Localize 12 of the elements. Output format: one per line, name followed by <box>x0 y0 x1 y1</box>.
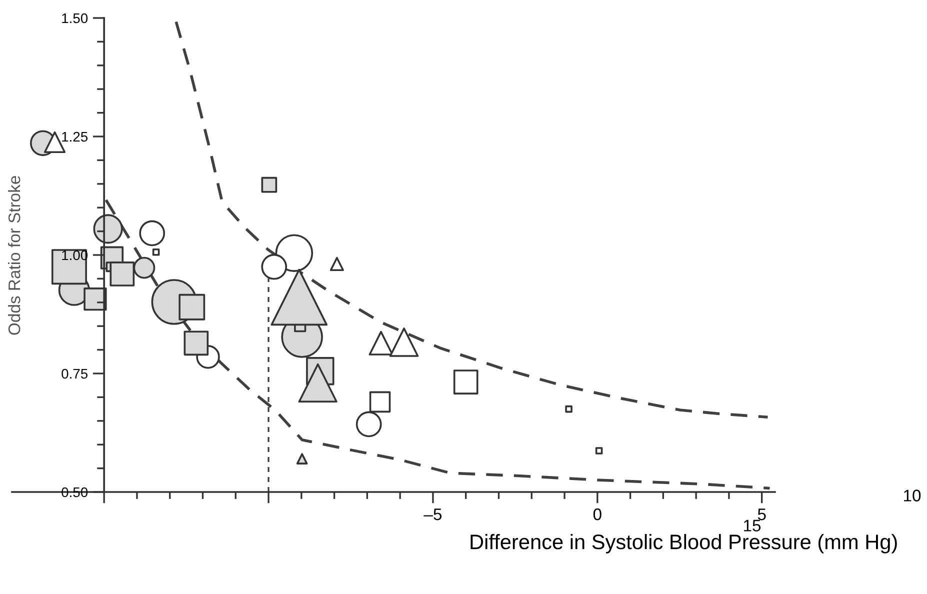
line-series <box>104 198 772 490</box>
y-tick-label: 1.50 <box>62 13 88 24</box>
x-tick-label: –5 <box>424 508 442 520</box>
x-axis-title: Difference in Systolic Blood Pressure (mm Hg) <box>470 534 897 554</box>
y-tick-label: 0.75 <box>62 368 88 379</box>
text: 10 <box>904 490 921 502</box>
text: 15 <box>744 520 761 532</box>
x-tick-label: 0 <box>593 508 602 520</box>
y-axis-title: Odds Ratio for Stroke <box>8 176 20 335</box>
x-tick-label: 5 <box>758 508 766 520</box>
y-tick-label: 1.25 <box>62 132 88 142</box>
line-series <box>174 20 770 418</box>
